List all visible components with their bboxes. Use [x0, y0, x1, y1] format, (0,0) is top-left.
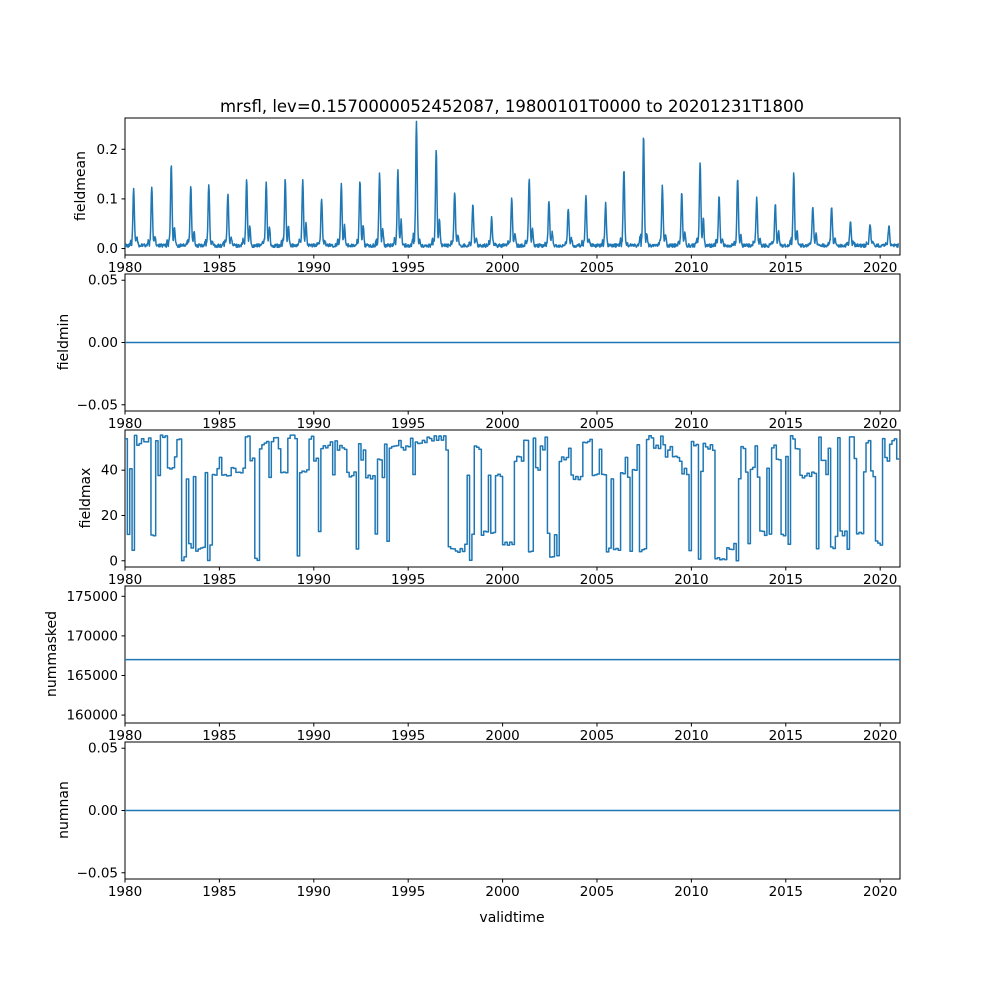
series-line-fieldmax	[125, 434, 900, 562]
x-tick-label: 2005	[580, 572, 614, 588]
x-tick-label: 2005	[580, 884, 614, 900]
ylabel-numnan: numnan	[56, 781, 72, 839]
y-tick-label: 0.00	[88, 335, 118, 351]
y-tick-label: −0.05	[77, 397, 118, 413]
x-tick-label: 2020	[863, 260, 897, 276]
x-tick-label: 2020	[863, 572, 897, 588]
x-tick-label: 1995	[391, 260, 425, 276]
x-tick-label: 2015	[769, 416, 803, 432]
y-tick-label: 0.0	[97, 241, 118, 257]
y-tick-label: 0.05	[88, 273, 118, 289]
x-tick-label: 1985	[202, 416, 236, 432]
x-tick-label: 2000	[485, 884, 519, 900]
x-tick-label: 1985	[202, 260, 236, 276]
x-tick-label: 2010	[674, 884, 708, 900]
y-tick-label: 160000	[66, 708, 118, 724]
x-tick-label: 2020	[863, 728, 897, 744]
x-tick-label: 1990	[297, 884, 331, 900]
x-tick-label: 2015	[769, 572, 803, 588]
x-tick-label: 2015	[769, 884, 803, 900]
y-tick-label: 40	[101, 463, 118, 479]
x-tick-label: 2000	[485, 572, 519, 588]
x-tick-label: 1980	[108, 260, 142, 276]
x-axis-label: validtime	[479, 910, 545, 926]
y-tick-label: 0.2	[97, 142, 118, 158]
axes-frame-fieldmean	[124, 117, 901, 256]
ylabel-nummasked: nummasked	[44, 610, 60, 698]
x-tick-label: 2015	[769, 260, 803, 276]
x-tick-label: 2010	[674, 260, 708, 276]
x-tick-label: 1980	[108, 416, 142, 432]
axes-frame-fieldmax	[124, 429, 901, 568]
y-tick-label: −0.05	[77, 865, 118, 881]
x-tick-label: 2010	[674, 572, 708, 588]
y-tick-label: 170000	[66, 628, 118, 644]
x-tick-label: 1985	[202, 884, 236, 900]
x-tick-label: 2005	[580, 728, 614, 744]
ylabel-fieldmin: fieldmin	[56, 313, 72, 371]
x-tick-label: 1995	[391, 416, 425, 432]
x-tick-label: 2020	[863, 416, 897, 432]
x-tick-label: 2000	[485, 260, 519, 276]
x-tick-label: 2000	[485, 416, 519, 432]
x-tick-label: 2000	[485, 728, 519, 744]
x-tick-label: 1990	[297, 572, 331, 588]
x-tick-label: 1990	[297, 728, 331, 744]
ylabel-fieldmean: fieldmean	[73, 151, 89, 221]
y-tick-label: 165000	[66, 668, 118, 684]
x-tick-label: 2010	[674, 728, 708, 744]
series-line-fieldmean	[125, 120, 900, 249]
x-tick-label: 1980	[108, 572, 142, 588]
x-tick-label: 1985	[202, 728, 236, 744]
figure-title: mrsfl, lev=0.1570000052452087, 19800101T…	[219, 97, 805, 116]
y-tick-label: 0.00	[88, 803, 118, 819]
x-tick-label: 2010	[674, 416, 708, 432]
y-tick-label: 0	[109, 553, 118, 569]
y-tick-label: 0.05	[88, 741, 118, 757]
y-tick-label: 0.1	[97, 191, 118, 207]
x-tick-label: 2005	[580, 416, 614, 432]
x-tick-label: 2005	[580, 260, 614, 276]
x-tick-label: 1995	[391, 572, 425, 588]
x-tick-label: 1980	[108, 728, 142, 744]
y-tick-label: 175000	[66, 589, 118, 605]
y-tick-label: 20	[101, 508, 118, 524]
x-tick-label: 1980	[108, 884, 142, 900]
x-tick-label: 2020	[863, 884, 897, 900]
x-tick-label: 1985	[202, 572, 236, 588]
x-tick-label: 1990	[297, 260, 331, 276]
x-tick-label: 1990	[297, 416, 331, 432]
ylabel-fieldmax: fieldmax	[78, 467, 94, 529]
axes-frame-nummasked	[124, 585, 901, 724]
x-tick-label: 1995	[391, 728, 425, 744]
x-tick-label: 1995	[391, 884, 425, 900]
x-tick-label: 2015	[769, 728, 803, 744]
